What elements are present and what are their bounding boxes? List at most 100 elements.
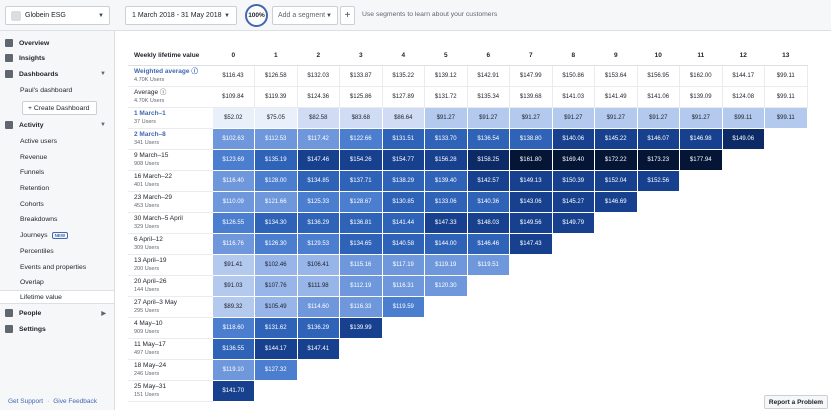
table-row: 1 March–1 37 Users $52.02 $75.05 $82.58 $83.6…	[128, 106, 808, 129]
value-cell: $119.51	[466, 253, 510, 276]
value-cell: $125.33	[296, 190, 340, 213]
row-user-count: 151 Users	[134, 391, 160, 398]
segment-placeholder: Add a segment	[278, 12, 326, 19]
empty-cell	[425, 359, 468, 380]
sidebar-item-overview[interactable]: Overview	[0, 37, 114, 49]
empty-cell	[552, 359, 595, 380]
value-cell: $91.27	[509, 106, 553, 129]
value-cell: $133.70	[424, 127, 468, 150]
sidebar-item-label: Lifetime value	[20, 293, 62, 301]
get-support-link[interactable]: Get Support	[8, 398, 44, 405]
empty-cell	[765, 128, 808, 149]
value-cell: $116.43	[212, 65, 255, 87]
row-label: 23 March–29 453 Users	[128, 191, 212, 213]
row-label[interactable]: Weighted average ⓘ 4.70K Users	[128, 65, 212, 87]
row-label: 20 April–26 144 Users	[128, 275, 212, 297]
empty-cell	[637, 212, 680, 233]
row-label[interactable]: 1 March–1 37 Users	[128, 107, 212, 129]
value-cell: $153.64	[594, 65, 638, 87]
value-cell: $135.22	[382, 65, 425, 87]
sidebar-item-activity[interactable]: Activity ▼	[0, 119, 114, 131]
table-row: 6 April–12 309 Users $116.76 $126.30 $129.53…	[128, 232, 807, 255]
sidebar-item-funnels[interactable]: Funnels	[0, 166, 114, 178]
value-cell: $109.84	[212, 86, 255, 108]
activity-icon	[5, 121, 13, 129]
sidebar-item-label: People	[19, 309, 42, 317]
value-cell: $144.17	[254, 337, 298, 360]
give-feedback-link[interactable]: Give Feedback	[53, 398, 97, 405]
sidebar-item-cohorts[interactable]: Cohorts	[0, 198, 114, 210]
value-cell: $144.00	[424, 232, 468, 255]
sidebar-item-breakdowns[interactable]: Breakdowns	[0, 213, 114, 225]
value-cell: $91.41	[211, 253, 255, 276]
value-cell: $117.42	[296, 127, 340, 150]
column-header: 13	[764, 46, 807, 66]
empty-cell	[467, 380, 510, 401]
table-row: 18 May–24 246 Users $119.10 $127.32	[128, 358, 807, 381]
percent-badge[interactable]: 100%	[245, 4, 268, 27]
row-label: 13 April–19 200 Users	[128, 254, 212, 276]
lifetime-value-table: Weekly lifetime value 0 1 2 3 4 5 6 7 8 9 10 11 12 13…	[128, 46, 808, 402]
sidebar-item-active-users[interactable]: Active users	[0, 135, 114, 147]
sidebar-item-events-properties[interactable]: Events and properties	[0, 261, 114, 273]
value-cell: $131.62	[254, 316, 298, 339]
empty-cell	[340, 359, 383, 380]
row-user-count: 4.70K Users	[134, 76, 165, 83]
value-cell: $91.27	[636, 106, 680, 129]
sidebar-item-pauls-dashboard[interactable]: Paul's dashboard	[0, 84, 114, 96]
sidebar-item-journeys[interactable]: Journeys NEW	[0, 229, 114, 241]
sidebar-item-percentiles[interactable]: Percentiles	[0, 245, 114, 257]
sidebar-item-label: Overview	[19, 39, 50, 47]
empty-cell	[765, 254, 808, 275]
table-row: 4 May–10 909 Users $118.60 $131.62 $136.29 $1…	[128, 316, 808, 339]
sidebar-item-people[interactable]: People ▶	[0, 307, 114, 319]
sidebar-item-settings[interactable]: Settings	[0, 323, 114, 335]
row-label-text: 16 March–22	[134, 172, 172, 180]
value-cell: $149.79	[551, 211, 595, 234]
table-row: 11 May–17 497 Users $136.55 $144.17 $147.41	[128, 337, 807, 360]
row-label-text: 6 April–12	[134, 235, 163, 243]
app-selector[interactable]: Globein ESG ▼	[5, 6, 110, 25]
empty-cell	[510, 296, 553, 317]
row-label[interactable]: 2 March–8 341 Users	[128, 128, 212, 150]
empty-cell	[595, 212, 638, 233]
column-header: 3	[339, 46, 382, 66]
row-label: 18 May–24 246 Users	[128, 359, 212, 381]
sidebar-item-retention[interactable]: Retention	[0, 182, 114, 194]
create-dashboard-button[interactable]: + Create Dashboard	[22, 101, 97, 115]
row-label-text: 11 May–17	[134, 340, 166, 348]
value-cell: $116.33	[339, 295, 383, 318]
add-segment-button[interactable]: +	[340, 6, 355, 25]
sidebar-item-lifetime-value[interactable]: Lifetime value	[0, 290, 114, 304]
empty-cell	[595, 296, 638, 317]
table-header-row: Weekly lifetime value 0 1 2 3 4 5 6 7 8 9 10 11 12 13	[128, 46, 807, 66]
empty-cell	[765, 317, 808, 338]
date-range-selector[interactable]: 1 March 2018 - 31 May 2018 ▼	[125, 6, 237, 25]
value-cell: $150.86	[552, 65, 595, 87]
empty-cell	[510, 338, 553, 359]
sidebar-item-overlap[interactable]: Overlap	[0, 276, 114, 288]
report-problem-button[interactable]: Report a Problem	[764, 395, 828, 409]
empty-cell	[552, 254, 595, 275]
value-cell: $140.06	[551, 127, 595, 150]
row-label-text: 25 May–31	[134, 382, 167, 390]
add-segment-dropdown[interactable]: Add a segment ▼	[272, 6, 338, 25]
sidebar-item-dashboards[interactable]: Dashboards ▼	[0, 68, 114, 80]
value-cell: $150.39	[551, 169, 595, 192]
sidebar-item-insights[interactable]: Insights	[0, 52, 114, 64]
segment-hint: Use segments to learn about your custome…	[362, 11, 498, 18]
column-header: 7	[509, 46, 552, 66]
empty-cell	[425, 296, 468, 317]
row-user-count: 144 Users	[134, 286, 160, 293]
empty-cell	[680, 233, 723, 254]
empty-cell	[552, 233, 595, 254]
value-cell: $142.57	[466, 169, 510, 192]
value-cell: $136.54	[466, 127, 510, 150]
value-cell: $116.31	[381, 274, 425, 297]
row-label-text: 18 May–24	[134, 361, 167, 369]
sidebar-item-revenue[interactable]: Revenue	[0, 151, 114, 163]
value-cell: $135.34	[467, 86, 510, 108]
chevron-right-icon: ▶	[101, 310, 106, 317]
value-cell: $116.40	[211, 169, 255, 192]
value-cell: $124.08	[722, 86, 765, 108]
